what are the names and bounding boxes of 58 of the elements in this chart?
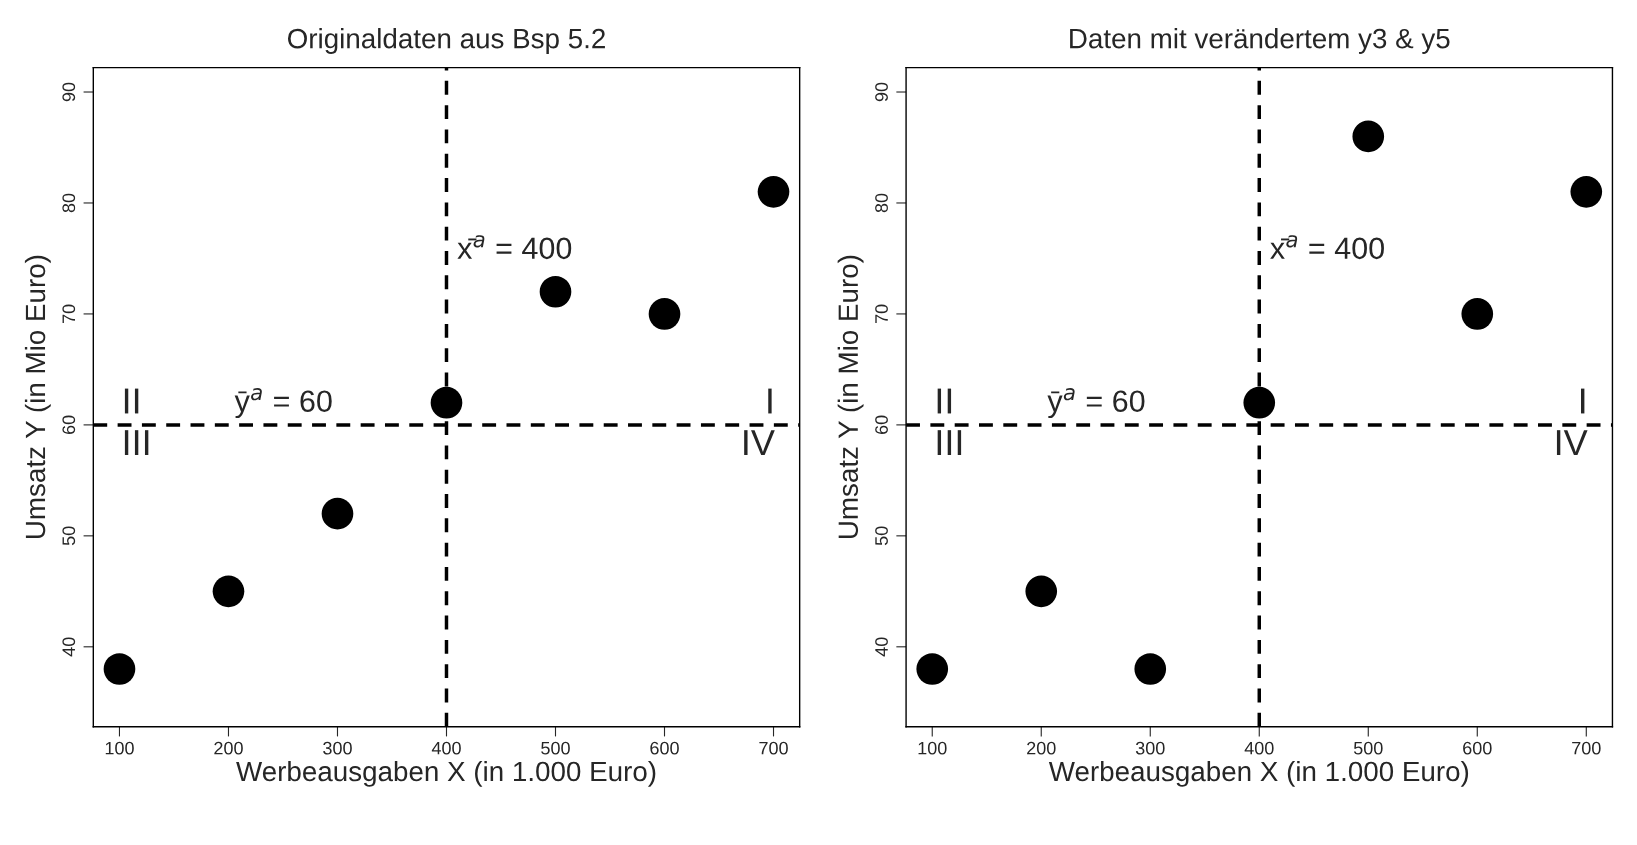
annotation: III	[124, 430, 149, 456]
x-tick-label: 300	[323, 741, 352, 755]
y-axis-title: Umsatz Y (in Mio Euro)	[837, 255, 864, 539]
annotation: I	[1581, 388, 1585, 414]
x-axis-title: Werbeausgaben X (in 1.000 Euro)	[1048, 760, 1469, 787]
annotation: I	[768, 388, 772, 414]
ref-line-label: x̄$^{a}$ = 400	[457, 235, 572, 260]
y-tick-label: 80	[875, 193, 888, 213]
y-tick-label: 40	[875, 637, 888, 657]
x-tick-label: 400	[431, 741, 461, 755]
chart-title: Daten mit verändertem y3 & y5	[1070, 28, 1450, 54]
point	[430, 386, 463, 419]
y-axis-title: Umsatz Y (in Mio Euro)	[24, 255, 51, 539]
point	[1243, 386, 1276, 419]
point	[212, 575, 245, 608]
x-tick-label: 600	[650, 741, 679, 755]
y-tick-label: 90	[875, 82, 888, 102]
annotation: II	[124, 388, 139, 414]
ref-line-label: ȳ$^{a}$ = 60	[234, 388, 332, 419]
x-tick-label: 600	[1463, 741, 1492, 755]
point	[321, 497, 354, 530]
y-tick-label: 50	[62, 526, 76, 546]
point	[1134, 653, 1167, 685]
point	[103, 653, 136, 685]
point	[648, 298, 681, 330]
x-tick-label: 100	[105, 741, 134, 755]
point	[539, 275, 572, 308]
x-tick-label: 200	[214, 741, 243, 755]
y-tick-label: 60	[875, 415, 888, 435]
y-tick-label: 70	[62, 304, 76, 324]
chart-title: Originaldaten aus Bsp 5.2	[287, 28, 605, 54]
y-tick-label: 50	[875, 526, 888, 546]
x-tick-label: 100	[918, 741, 947, 755]
y-tick-label: 90	[62, 82, 76, 102]
point	[757, 176, 790, 208]
point	[1461, 298, 1494, 330]
x-tick-label: 500	[1353, 741, 1383, 755]
x-tick-label: 700	[1572, 741, 1601, 755]
x-tick-label: 500	[541, 741, 570, 755]
x-tick-label: 300	[1135, 741, 1165, 755]
annotation: IV	[1556, 430, 1588, 456]
ref-line-label: x̄$^{a}$ = 400	[1270, 235, 1384, 260]
y-tick-label: 40	[62, 637, 76, 657]
x-tick-label: 400	[1244, 741, 1274, 755]
point	[1025, 575, 1058, 608]
annotation: II	[937, 388, 952, 414]
point	[1570, 176, 1603, 208]
annotation: IV	[744, 430, 775, 456]
y-tick-label: 80	[62, 193, 76, 213]
y-tick-label: 70	[875, 304, 888, 324]
point	[1352, 120, 1385, 153]
x-tick-label: 200	[1027, 741, 1056, 755]
ref-line-label: ȳ$^{a}$ = 60	[1047, 388, 1145, 419]
annotation: III	[937, 430, 962, 456]
y-tick-label: 60	[62, 415, 76, 435]
x-tick-label: 700	[759, 741, 788, 755]
point	[916, 653, 949, 685]
x-axis-title: Werbeausgaben X (in 1.000 Euro)	[236, 760, 656, 787]
